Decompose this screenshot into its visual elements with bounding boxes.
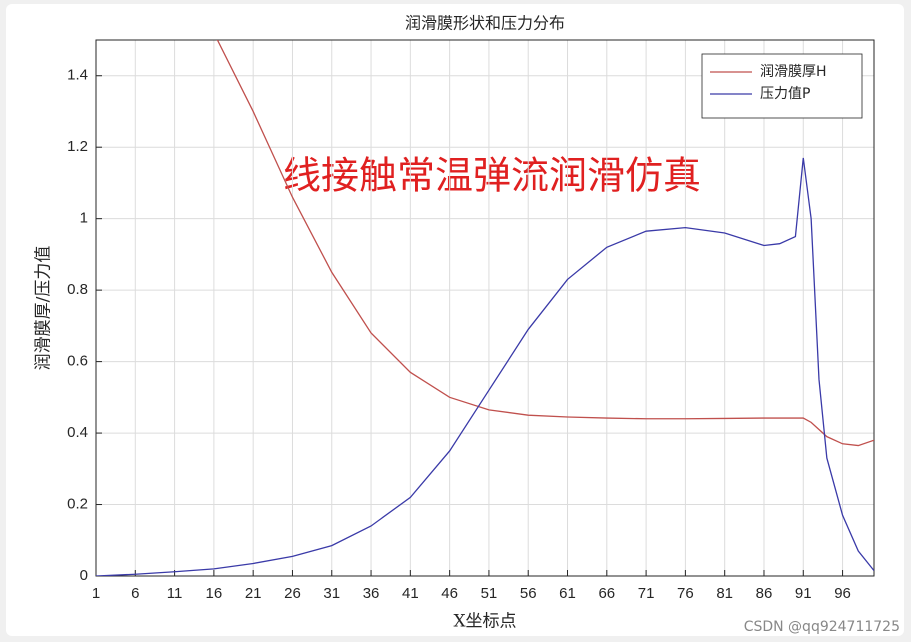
x-tick-label: 86 — [756, 585, 773, 602]
x-tick-label: 61 — [559, 585, 576, 602]
x-axis-label: X坐标点 — [453, 612, 516, 632]
legend-label: 压力值P — [760, 86, 810, 102]
y-tick-label: 1.2 — [67, 138, 88, 155]
x-tick-label: 16 — [206, 585, 223, 602]
plot-area — [96, 40, 874, 576]
x-tick-label: 36 — [363, 585, 380, 602]
x-tick-label: 31 — [323, 585, 340, 602]
line-series — [96, 157, 874, 576]
x-tick-label: 81 — [716, 585, 733, 602]
line-series — [216, 40, 874, 447]
y-tick-label: 0.8 — [67, 281, 88, 298]
watermark: CSDN @qq924711725 — [744, 619, 900, 635]
x-tick-label: 1 — [92, 585, 100, 602]
plot-frame — [95, 39, 875, 577]
y-tick-label: 0.6 — [67, 353, 88, 370]
y-tick-label: 1 — [80, 210, 88, 227]
y-axis-label: 润滑膜厚/压力值 — [34, 246, 54, 371]
x-tick-label: 56 — [520, 585, 537, 602]
x-tick-label: 96 — [834, 585, 851, 602]
x-tick-label: 66 — [598, 585, 615, 602]
x-tick-label: 41 — [402, 585, 419, 602]
x-tick-label: 91 — [795, 585, 812, 602]
x-tick-label: 76 — [677, 585, 694, 602]
legend-label: 润滑膜厚H — [760, 63, 827, 80]
x-tick-label: 11 — [167, 585, 183, 602]
x-tick-label: 71 — [638, 585, 655, 602]
y-tick-label: 1.4 — [67, 67, 88, 84]
y-tick-label: 0 — [80, 567, 88, 584]
x-tick-label: 46 — [441, 585, 458, 602]
x-tick-label: 21 — [245, 585, 262, 602]
legend-box — [701, 53, 863, 119]
x-tick-label: 6 — [131, 585, 139, 602]
chart-title: 润滑膜形状和压力分布 — [405, 14, 565, 33]
x-tick-label: 26 — [284, 585, 301, 602]
y-tick-label: 0.4 — [67, 424, 88, 441]
x-tick-label: 51 — [481, 585, 498, 602]
figure-background — [6, 4, 904, 636]
y-tick-label: 0.2 — [67, 496, 88, 513]
annotation: 线接触常温弹流润滑仿真 — [283, 154, 701, 198]
